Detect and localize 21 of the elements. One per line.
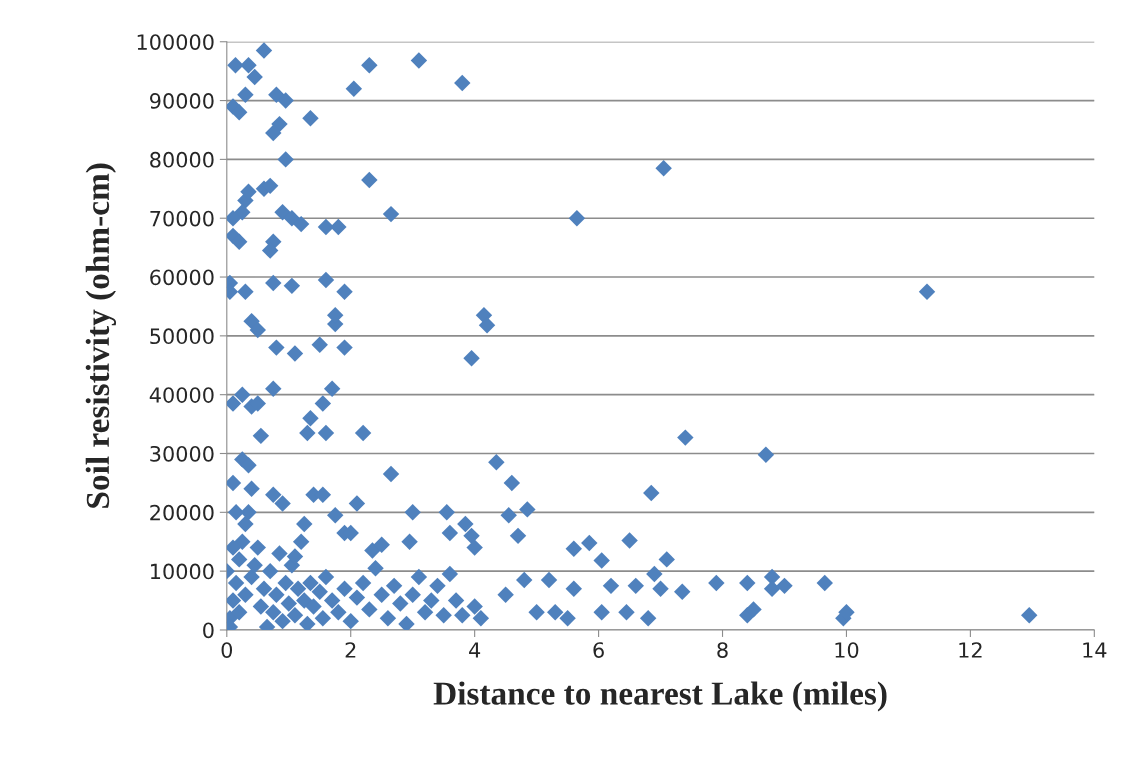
y-tick-label: 80000 <box>150 151 214 168</box>
x-tick-label: 0 <box>221 642 233 658</box>
y-tick-label: 30000 <box>150 445 214 462</box>
y-tick-label: 40000 <box>149 387 214 403</box>
y-tick-label: 100000 <box>137 34 214 50</box>
y-tick-label: 50000 <box>150 328 214 345</box>
y-tick-label: 60000 <box>150 269 214 286</box>
y-tick-label: 20000 <box>150 504 214 521</box>
x-tick-label: 12 <box>959 642 982 658</box>
x-tick-label: 14 <box>1083 642 1107 658</box>
x-axis-title: Distance to nearest Lake (miles) <box>433 681 887 712</box>
x-tick-label: 8 <box>717 642 728 658</box>
x-tick-label: 6 <box>593 642 604 658</box>
x-tick-label: 10 <box>835 642 859 658</box>
y-tick-label: 10000 <box>151 563 214 580</box>
y-tick-label: 0 <box>203 622 214 639</box>
y-tick-label: 70000 <box>150 210 214 227</box>
y-axis-title: Soil resistivity (ohm-cm) <box>85 163 117 508</box>
y-tick-label: 90000 <box>150 93 214 109</box>
x-tick-label: 4 <box>469 642 481 658</box>
x-tick-label: 2 <box>345 642 356 658</box>
